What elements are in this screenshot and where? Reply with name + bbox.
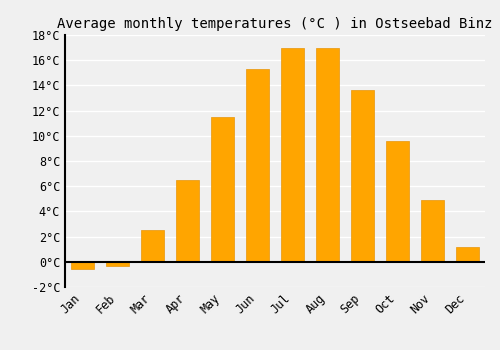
Bar	[281, 48, 304, 262]
Bar	[421, 200, 444, 262]
Bar	[71, 262, 94, 270]
Bar	[351, 90, 374, 262]
Bar	[386, 141, 409, 262]
Bar	[246, 69, 269, 262]
Title: Average monthly temperatures (°C ) in Ostseebad Binz: Average monthly temperatures (°C ) in Os…	[57, 17, 493, 31]
Bar	[176, 180, 199, 262]
Bar	[211, 117, 234, 262]
Bar	[316, 48, 339, 262]
Bar	[106, 262, 129, 266]
Bar	[456, 247, 479, 262]
Bar	[141, 230, 164, 262]
